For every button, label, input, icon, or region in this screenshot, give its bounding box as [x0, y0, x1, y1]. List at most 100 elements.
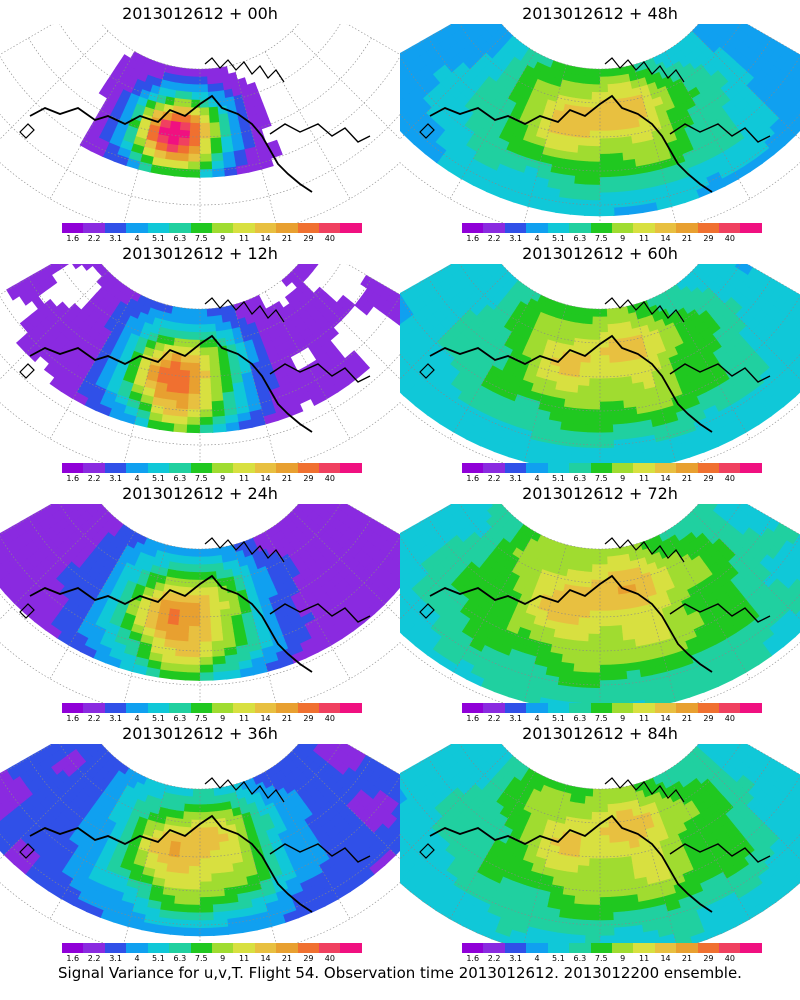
colorbar-swatch: [319, 703, 341, 713]
colorbar-swatch: [276, 943, 298, 953]
colorbar-tick-label: 1.6: [466, 474, 480, 483]
colorbar-tick-label: 29: [303, 714, 314, 723]
colorbar-tick-label: 6.3: [573, 954, 587, 963]
colorbar-swatch: [147, 463, 170, 473]
colorbar-tick-label: 4: [534, 234, 540, 243]
coastline-east: [669, 843, 771, 863]
colorbar-tick-label: 4: [134, 234, 140, 243]
colorbar-tick-label: 5.1: [152, 474, 165, 483]
colorbar-tick-label: 4: [134, 954, 140, 963]
colorbar-tick-label: 9: [620, 474, 626, 483]
colorbar-swatch: [740, 703, 762, 713]
graticule: [400, 24, 800, 224]
colorbar-swatch: [233, 223, 255, 233]
arctic-islands: [204, 537, 285, 563]
colorbar-tick-label: 7.5: [194, 234, 208, 243]
colorbar-swatch: [504, 463, 527, 473]
colorbar-tick-label: 29: [703, 474, 714, 483]
arctic-islands: [204, 777, 285, 803]
colorbar-tick-label: 5.1: [552, 234, 565, 243]
colorbar-swatch: [676, 223, 698, 233]
graticule: [400, 504, 800, 704]
coastline: [429, 574, 713, 673]
colorbar-tick-label: 1.6: [66, 954, 80, 963]
island: [419, 123, 435, 139]
colorbar-swatch: [547, 943, 570, 953]
polar-map: [400, 264, 800, 464]
colorbar-tick-label: 9: [620, 234, 626, 243]
map-panel-24h: 2013012612 + 24h 1.6 2.2 3.1 4 5.1 6.3 7.5 9 11 1…: [0, 480, 400, 725]
arctic-islands: [204, 297, 285, 323]
colorbar-tick-label: 6.3: [173, 474, 187, 483]
colorbar-tick-label: 3.1: [509, 714, 522, 723]
colorbar-swatch: [340, 223, 362, 233]
colorbar-tick-label: 11: [239, 474, 250, 483]
colorbar-swatch: [83, 223, 105, 233]
colorbar-swatch: [147, 223, 170, 233]
colorbar-swatch: [740, 223, 762, 233]
colorbar-swatch: [319, 943, 341, 953]
colorbar-tick-label: 9: [620, 714, 626, 723]
colorbar-swatch: [211, 943, 234, 953]
colorbar-swatch: [104, 463, 127, 473]
colorbar-swatch: [104, 943, 127, 953]
colorbar-tick-label: 11: [239, 714, 250, 723]
colorbar-labels: 1.6 2.2 3.1 4 5.1 6.3 7.5 9 11 14 21 29 40: [62, 714, 362, 724]
colorbar-swatch: [504, 703, 527, 713]
colorbar-swatch: [483, 703, 505, 713]
island: [419, 363, 435, 379]
polar-map: [400, 744, 800, 944]
variance-field: [6, 264, 400, 434]
coastline: [29, 574, 313, 673]
colorbar-tick-label: 6.3: [173, 954, 187, 963]
colorbar-tick-label: 6.3: [573, 714, 587, 723]
colorbar-tick-label: 2.2: [87, 234, 101, 243]
colorbar-swatch: [569, 703, 591, 713]
polar-map: [400, 24, 800, 224]
colorbar-swatch: [462, 223, 484, 233]
colorbar-swatch: [526, 463, 548, 473]
panel-title: 2013012612 + 72h: [522, 484, 678, 503]
colorbar-swatch: [569, 223, 591, 233]
colorbar-tick-label: 6.3: [173, 714, 187, 723]
colorbar-tick-label: 5.1: [152, 954, 165, 963]
colorbar-tick-label: 7.5: [594, 234, 608, 243]
colorbar-tick-label: 2.2: [487, 714, 501, 723]
colorbar-tick-label: 6.3: [573, 234, 587, 243]
colorbar-swatch: [547, 703, 570, 713]
colorbar-tick-label: 6.3: [573, 474, 587, 483]
colorbar-swatch: [83, 943, 105, 953]
panel-title: 2013012612 + 24h: [122, 484, 278, 503]
colorbar-swatch: [83, 463, 105, 473]
colorbar-tick-label: 11: [639, 474, 650, 483]
panel-title: 2013012612 + 60h: [522, 244, 678, 263]
colorbar-swatch: [590, 943, 612, 953]
colorbar-swatch: [190, 223, 212, 233]
colorbar-tick-label: 29: [303, 954, 314, 963]
arctic-islands: [204, 57, 285, 83]
colorbar-tick-label: 7.5: [194, 954, 208, 963]
colorbar-swatch: [526, 943, 548, 953]
colorbar-tick-label: 4: [534, 714, 540, 723]
colorbar-tick-label: 14: [660, 234, 671, 243]
colorbar-swatch: [211, 463, 234, 473]
colorbar-tick-label: 40: [324, 474, 335, 483]
colorbar-tick-label: 14: [260, 714, 271, 723]
colorbar-swatch: [633, 943, 655, 953]
coastline-east: [269, 603, 371, 623]
panel-title: 2013012612 + 48h: [522, 4, 678, 23]
colorbar-swatch: [676, 463, 698, 473]
colorbar-tick-label: 2.2: [87, 954, 101, 963]
colorbar-swatch: [169, 703, 191, 713]
colorbar-swatch: [254, 703, 277, 713]
colorbar-swatch: [211, 703, 234, 713]
colorbar-tick-label: 40: [324, 714, 335, 723]
colorbar-tick-label: 1.6: [66, 474, 80, 483]
colorbar-swatch: [740, 463, 762, 473]
colorbar-tick-label: 40: [324, 954, 335, 963]
colorbar-tick-label: 3.1: [509, 954, 522, 963]
coastline: [29, 334, 313, 433]
colorbar-swatches: [462, 223, 762, 233]
colorbar-tick-label: 40: [724, 714, 735, 723]
polar-map: [0, 744, 400, 944]
